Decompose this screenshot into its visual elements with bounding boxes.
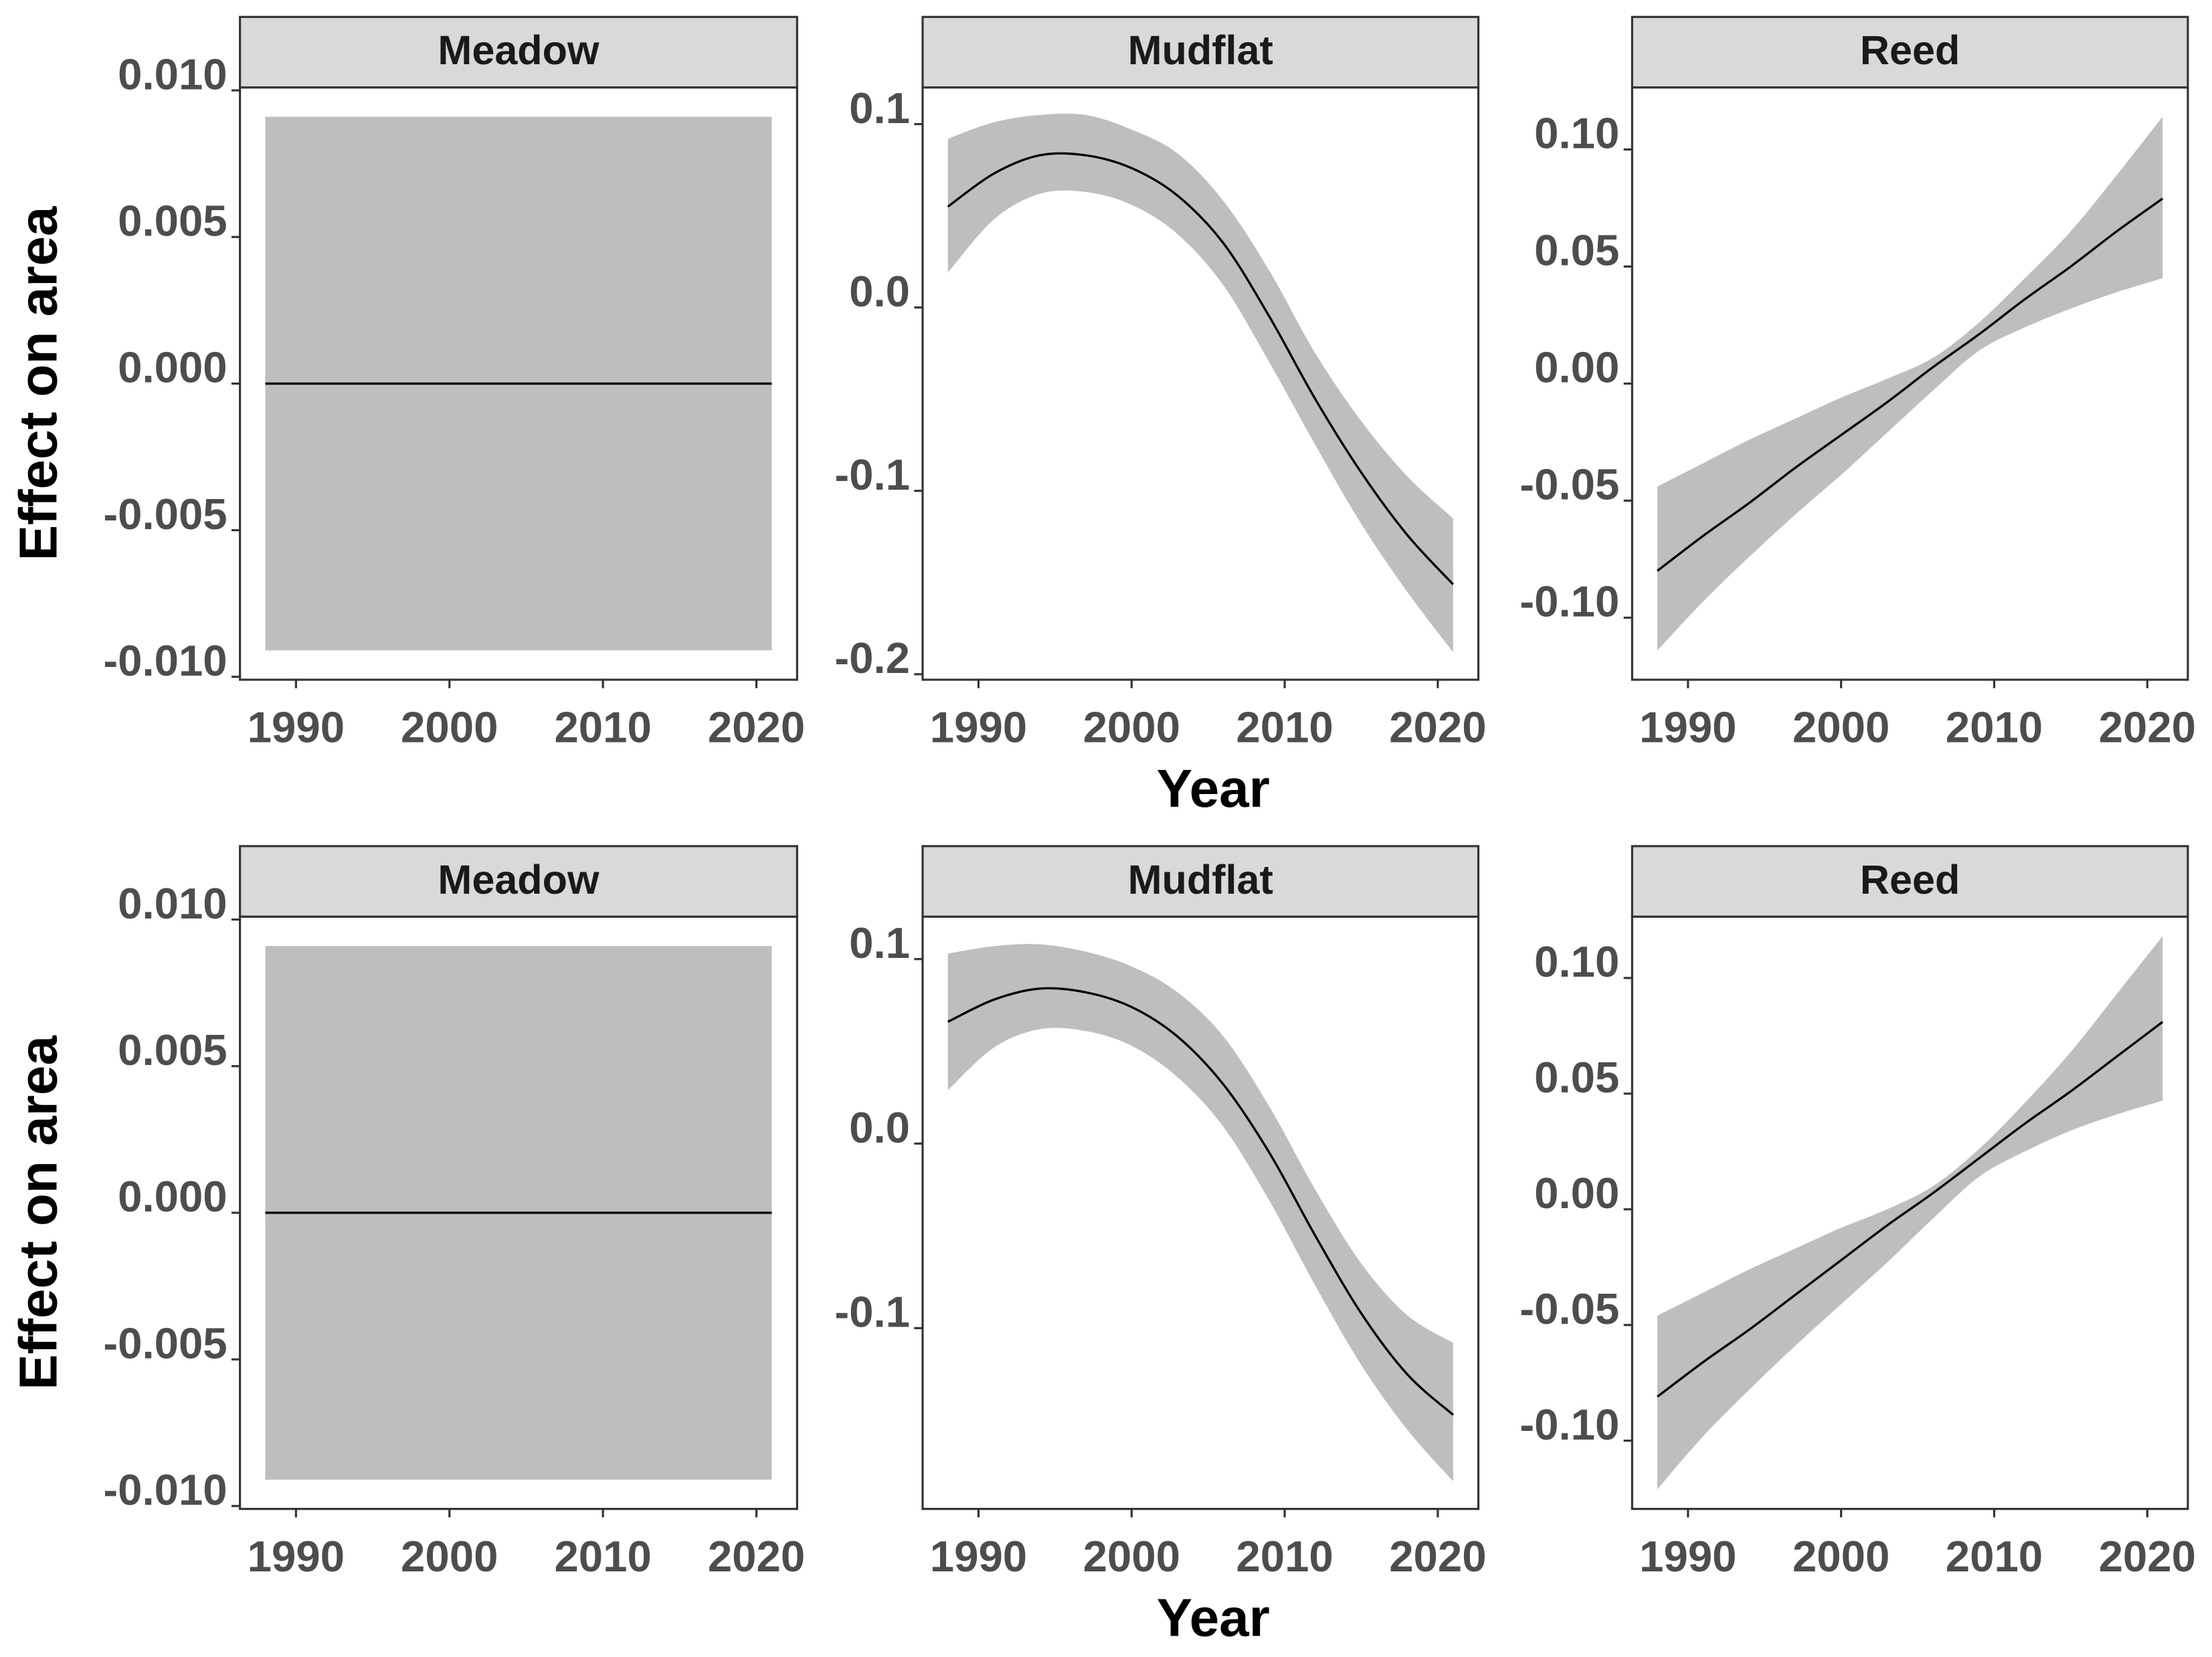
y-tick-label: 0.05 [1534,226,1619,275]
strip [921,845,1480,918]
x-tick-label: 2000 [1083,702,1180,751]
y-tick-label: 0.0 [849,267,910,316]
strip-label: Meadow [438,27,600,73]
y-tick-label: -0.05 [1519,1284,1619,1333]
x-tick-label: 1990 [1639,1532,1736,1581]
x-tick-label: 2000 [1792,702,1890,751]
x-tick-label: 2010 [1236,1532,1333,1581]
y-tick-label: 0.00 [1534,1169,1619,1217]
x-axis-title: Year [1157,758,1270,818]
y-tick-label: 0.010 [118,50,227,98]
line [947,152,1455,585]
strip [921,15,1480,89]
y-tick-label: -0.1 [834,1288,910,1337]
y-tick-label: 0.005 [118,197,227,246]
strip [1631,845,2189,918]
strip [239,845,798,918]
x-tick-label: 1990 [248,1532,345,1581]
strip [239,15,798,89]
y-tick-label: -0.10 [1519,1400,1619,1449]
y-tick-label: 0.000 [118,1172,227,1221]
x-axis-title: Year [1157,1587,1270,1647]
x-tick-label: 2020 [1389,702,1486,751]
x-tick-label: 2020 [2099,1532,2196,1581]
strip-label: Reed [1860,857,1960,902]
strip-label: Mudflat [1128,857,1273,902]
x-tick-label: 2020 [2099,702,2196,751]
line [1657,1021,2164,1398]
x-tick-label: 2020 [708,1532,805,1581]
line [947,987,1454,1416]
x-tick-label: 2000 [401,1532,498,1581]
y-tick-label: -0.05 [1519,460,1619,509]
x-tick-label: 1990 [1639,702,1736,751]
x-tick-label: 2020 [708,702,805,751]
y-tick-label: -0.1 [834,450,910,499]
y-tick-label: 0.000 [118,343,227,392]
y-tick-label: -0.010 [103,636,227,685]
y-tick-label: 0.10 [1534,937,1619,986]
line [1657,197,2164,572]
strip-label: Reed [1860,27,1960,73]
y-tick-label: 0.005 [118,1026,227,1074]
y-tick-label: 0.1 [849,918,910,967]
x-tick-label: 1990 [930,702,1027,751]
x-tick-label: 2010 [554,702,651,751]
x-tick-label: 2010 [554,1532,651,1581]
y-tick-label: 0.00 [1534,343,1619,392]
x-tick-label: 2010 [1236,702,1333,751]
strip-label: Mudflat [1128,27,1273,73]
y-tick-label: 0.05 [1534,1053,1619,1102]
confidence-band [1657,936,2163,1490]
strip-label: Meadow [438,857,600,902]
y-tick-label: 0.010 [118,879,227,928]
x-tick-label: 2000 [1083,1532,1180,1581]
y-axis-title: Effect on area [8,205,68,561]
x-tick-label: 2000 [1792,1532,1890,1581]
y-tick-label: 0.0 [849,1103,910,1152]
y-tick-label: -0.2 [834,633,910,682]
y-tick-label: -0.005 [103,490,227,539]
strip [1631,15,2189,89]
y-tick-label: -0.010 [103,1466,227,1515]
x-tick-label: 2000 [401,702,498,751]
x-tick-label: 2010 [1946,702,2043,751]
y-tick-label: 0.10 [1534,109,1619,158]
y-tick-label: -0.10 [1519,577,1619,626]
x-tick-label: 1990 [930,1532,1027,1581]
y-axis-title: Effect on area [8,1035,68,1390]
x-tick-label: 1990 [248,702,345,751]
y-tick-label: -0.005 [103,1319,227,1367]
y-tick-label: 0.1 [849,84,910,132]
confidence-band [947,113,1453,652]
x-tick-label: 2020 [1389,1532,1486,1581]
x-tick-label: 2010 [1946,1532,2043,1581]
